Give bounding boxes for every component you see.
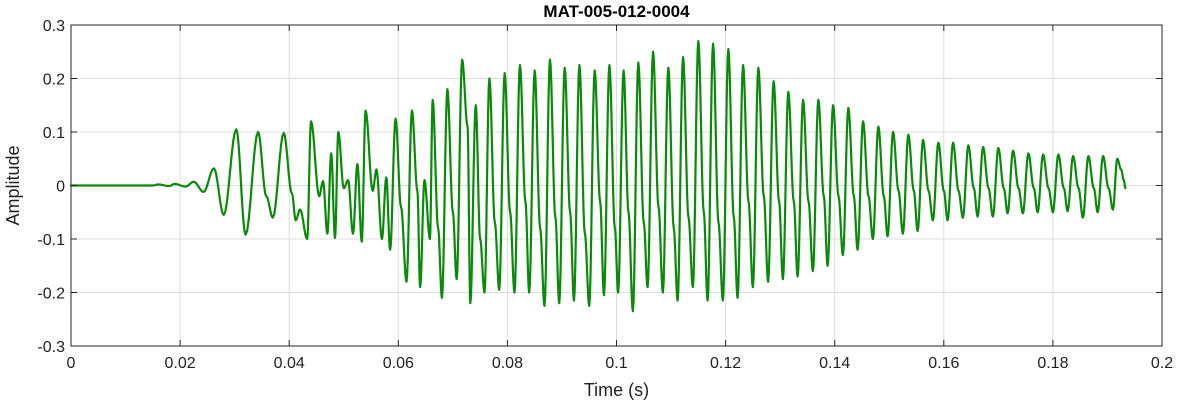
x-tick-label: 0.12: [710, 355, 741, 372]
y-tick-label: 0: [56, 179, 65, 196]
y-tick-label: 0.3: [43, 18, 65, 35]
x-tick-label: 0.18: [1037, 355, 1068, 372]
series-line: [69, 39, 1127, 313]
ticks: [70, 24, 1163, 347]
series-group: [69, 39, 1127, 313]
y-tick-label: 0.2: [43, 72, 65, 89]
x-tick-label: 0.2: [1151, 355, 1173, 372]
x-tick-label: 0: [67, 355, 76, 372]
y-axis-label: Amplitude: [3, 145, 23, 225]
x-tick-label: 0.16: [928, 355, 959, 372]
x-tick-labels: 0 0.02 0.04 0.06 0.08 0.1 0.12 0.14 0.16 0.18 0.2: [67, 355, 1174, 372]
x-tick-label: 0.02: [165, 355, 196, 372]
x-tick-label: 0.14: [819, 355, 850, 372]
y-tick-labels: 0.3 0.2 0.1 0 -0.1 -0.2 -0.3: [37, 18, 65, 356]
x-tick-label: 0.04: [274, 355, 305, 372]
x-tick-label: 0.08: [492, 355, 523, 372]
y-tick-label: -0.3: [37, 339, 65, 356]
x-tick-label: 0.1: [605, 355, 627, 372]
chart-title: MAT-005-012-0004: [543, 2, 690, 21]
y-tick-label: -0.1: [37, 232, 65, 249]
y-tick-label: -0.2: [37, 286, 65, 303]
x-tick-label: 0.06: [383, 355, 414, 372]
x-axis-label: Time (s): [584, 380, 649, 400]
y-tick-label: 0.1: [43, 125, 65, 142]
